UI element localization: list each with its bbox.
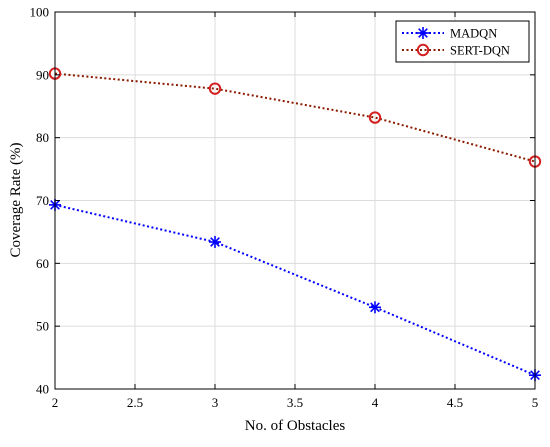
y-tick-label: 100 — [30, 5, 50, 20]
data-point — [369, 301, 381, 314]
data-point — [368, 111, 382, 124]
x-tick-label: 5 — [532, 395, 539, 410]
legend: MADQN SERT-DQN — [395, 20, 530, 63]
x-tick-label: 3 — [212, 395, 219, 410]
legend-label: SERT-DQN — [450, 44, 510, 58]
y-tick-label: 60 — [36, 256, 49, 271]
legend-marker — [416, 43, 430, 57]
data-point — [209, 235, 221, 248]
legend-box — [395, 20, 530, 63]
y-axis-label: Coverage Rate (%) — [8, 143, 24, 258]
grid — [54, 11, 536, 390]
x-tick-label: 2.5 — [127, 395, 143, 410]
x-tick-label: 4 — [372, 395, 379, 410]
y-tick-label: 80 — [36, 130, 49, 145]
x-tick-label: 4.5 — [447, 395, 463, 410]
series-lines — [48, 67, 542, 382]
y-tick-label: 70 — [36, 193, 49, 208]
x-tick-label: 2 — [52, 395, 59, 410]
legend-label: MADQN — [450, 27, 497, 41]
legend-marker — [417, 27, 429, 39]
data-point — [208, 82, 222, 95]
y-tick-label: 50 — [36, 319, 49, 334]
series-line-madqn — [54, 203, 536, 377]
y-tick-label: 90 — [36, 67, 49, 82]
x-tick-label: 3.5 — [287, 395, 303, 410]
y-tick-label: 40 — [36, 382, 49, 397]
series-line-sert-dqn — [54, 72, 536, 163]
axis-ticks: 2 2.5 3 3.5 4 4.5 5 40 50 60 70 80 90 100 — [30, 5, 539, 411]
x-axis-label: No. of Obstacles — [245, 418, 346, 434]
